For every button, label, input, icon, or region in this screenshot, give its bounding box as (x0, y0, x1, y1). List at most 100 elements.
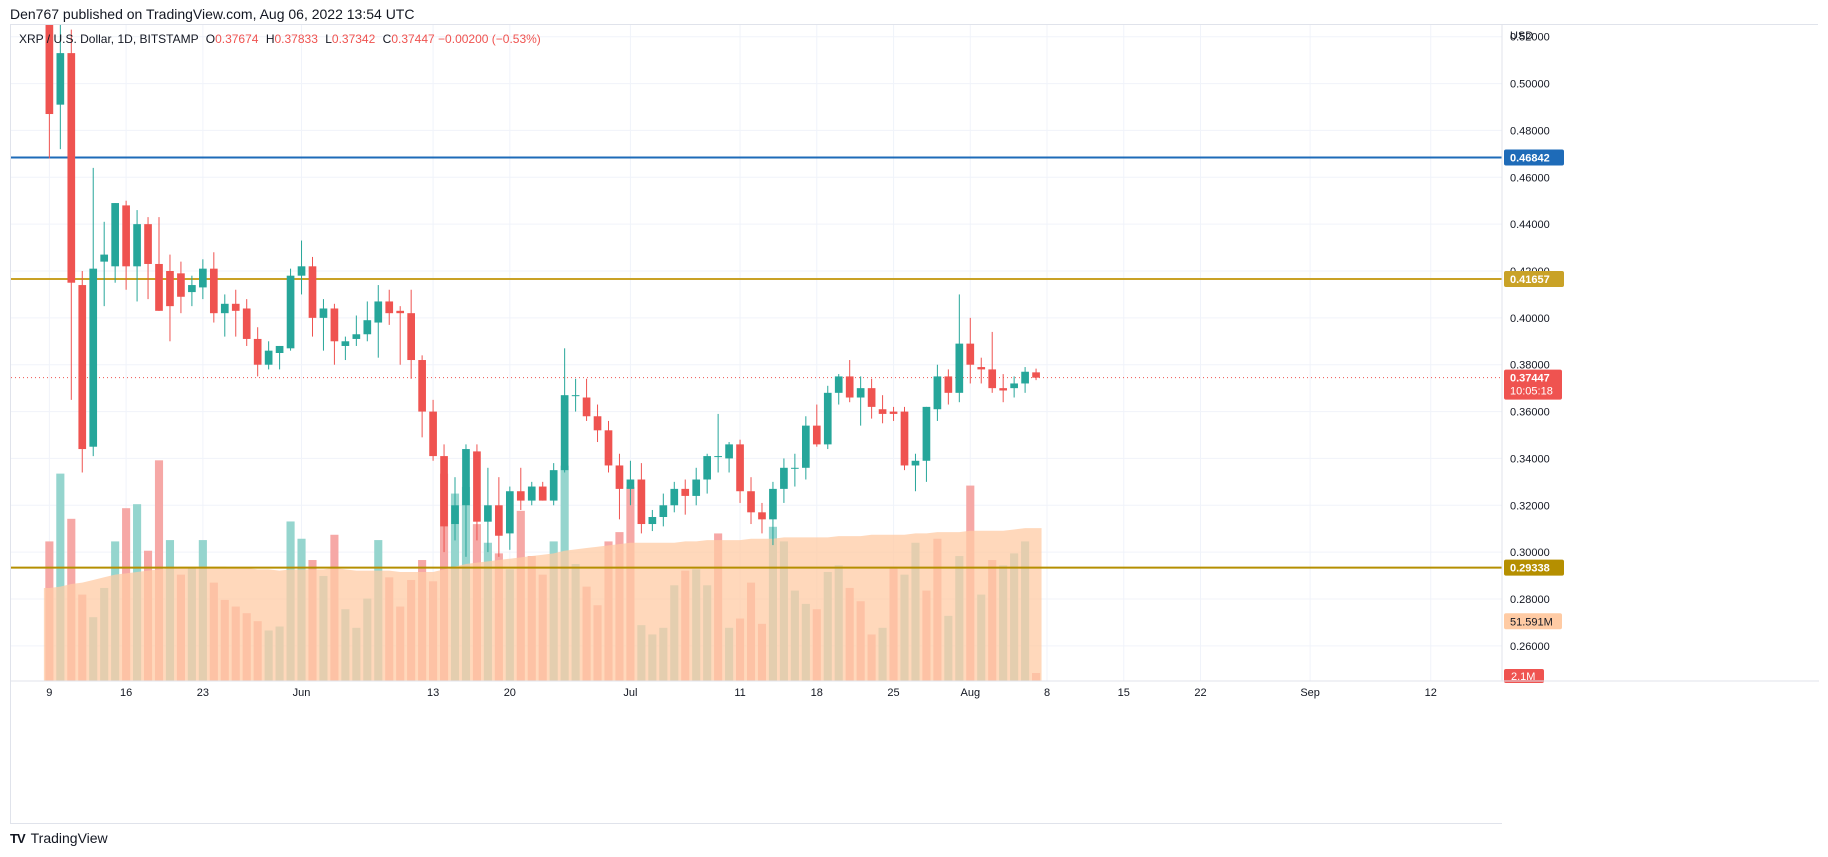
y-tick-label: 0.30000 (1510, 547, 1550, 559)
symbol-title: XRP / U.S. Dollar, 1D, BITSTAMP (19, 32, 199, 46)
candle-body (549, 470, 558, 501)
candle-body (955, 343, 964, 393)
candle-body (615, 465, 624, 489)
bar-countdown-label: 10:05:18 (1510, 386, 1553, 398)
candle-body (505, 491, 514, 534)
candle-body (396, 310, 405, 314)
candle-body (67, 53, 76, 283)
symbol-legend: XRP / U.S. Dollar, 1D, BITSTAMP O0.37674… (19, 32, 541, 46)
candle-body (527, 486, 536, 501)
x-tick-label: 12 (1425, 687, 1437, 699)
candle-body (780, 467, 788, 489)
candle-body (637, 479, 646, 525)
currency-label: USD (1510, 30, 1533, 42)
candle-body (407, 313, 415, 361)
candle-body (714, 456, 722, 458)
candle-body (188, 285, 196, 293)
candle-body (352, 334, 361, 339)
volume-ma-badge (1504, 613, 1562, 630)
candle-body (111, 203, 119, 267)
price-chart[interactable]: 0.520000.500000.480000.460000.440000.420… (11, 25, 1819, 825)
candle-body (473, 451, 481, 522)
candle-body (122, 205, 130, 267)
low-label: L (325, 32, 332, 46)
y-tick-label: 0.40000 (1510, 313, 1550, 325)
level-price-label: 0.41657 (1510, 274, 1550, 286)
candle-body (341, 341, 350, 346)
high-value: 0.37833 (274, 32, 318, 46)
x-tick-label: 15 (1118, 687, 1130, 699)
time-axis: 9 16 23 Jun 13 20 Jul 11 18 25 Aug 8 15 22 Sep 12 (11, 680, 1819, 699)
x-tick-label: 20 (504, 687, 516, 699)
x-tick-label: Sep (1300, 687, 1320, 699)
candle-body (834, 376, 843, 393)
candle-body (155, 263, 163, 311)
candle-body (209, 268, 218, 314)
volume-badge (1504, 669, 1544, 683)
candle-body (801, 425, 810, 468)
candle-body (495, 505, 503, 536)
candle-body (889, 411, 898, 414)
candle-body (133, 224, 141, 267)
y-tick-label: 0.34000 (1510, 453, 1550, 465)
candle-body (747, 491, 755, 513)
y-tick-label: 0.44000 (1510, 219, 1550, 231)
candle-body (308, 266, 317, 318)
x-tick-label: 8 (1044, 687, 1050, 699)
candle-body (363, 320, 372, 335)
candle-body (791, 467, 799, 469)
tradingview-brand-label: TradingView (30, 830, 108, 846)
candle-body (944, 376, 953, 393)
level-price-badge (1504, 271, 1564, 288)
candle-body (769, 488, 777, 520)
candle-body (538, 486, 547, 501)
candle-body (681, 488, 690, 496)
candle-body (484, 505, 492, 522)
candle-body (231, 303, 240, 311)
candle-body (823, 392, 832, 445)
publisher-caption: Den767 published on TradingView.com, Aug… (10, 6, 415, 22)
candle-body (177, 273, 185, 297)
candle-body (1021, 371, 1029, 384)
candle-body (144, 224, 152, 264)
candle-body (933, 376, 942, 410)
candle-body (966, 343, 975, 365)
close-value: 0.37447 (391, 32, 435, 46)
x-tick-label: 25 (887, 687, 899, 699)
candle-body (1010, 383, 1018, 389)
candle-body (604, 430, 613, 466)
candle-body (166, 271, 174, 307)
x-tick-label: Jun (293, 687, 311, 699)
candle-body (56, 53, 65, 105)
horizontal-levels (11, 156, 1502, 569)
volume-ma-label: 51.591M (1510, 616, 1553, 628)
candle-body (374, 301, 383, 323)
candle-body (297, 266, 306, 276)
x-tick-label: 18 (811, 687, 823, 699)
candle-body (571, 395, 580, 397)
candle-body (78, 285, 87, 450)
close-label: C (382, 32, 392, 46)
volume-ma-area-fill (43, 528, 1042, 681)
volume-bar (56, 473, 65, 681)
candle-body (659, 505, 668, 517)
x-tick-label: 13 (427, 687, 439, 699)
y-tick-label: 0.48000 (1510, 125, 1550, 137)
candle-body (670, 488, 679, 506)
candle-body (253, 338, 262, 365)
candle-body (582, 397, 591, 417)
chart-frame: 0.520000.500000.480000.460000.440000.420… (10, 24, 1819, 825)
candle-body (736, 444, 744, 492)
y-tick-label: 0.26000 (1510, 641, 1550, 653)
change-value: −0.00200 (−0.53%) (438, 32, 541, 46)
high-label: H (265, 32, 275, 46)
price-axis-bg (1502, 25, 1819, 825)
level-price-label: 0.29338 (1510, 563, 1550, 575)
tradingview-brand[interactable]: TV TradingView (10, 830, 108, 846)
candle-body (988, 369, 997, 389)
y-tick-label: 0.52000 (1510, 32, 1550, 44)
low-value: 0.37342 (331, 32, 376, 46)
candle-body (900, 411, 909, 466)
y-tick-label: 0.36000 (1510, 407, 1550, 419)
volume-label: 2.1M (1511, 671, 1535, 683)
